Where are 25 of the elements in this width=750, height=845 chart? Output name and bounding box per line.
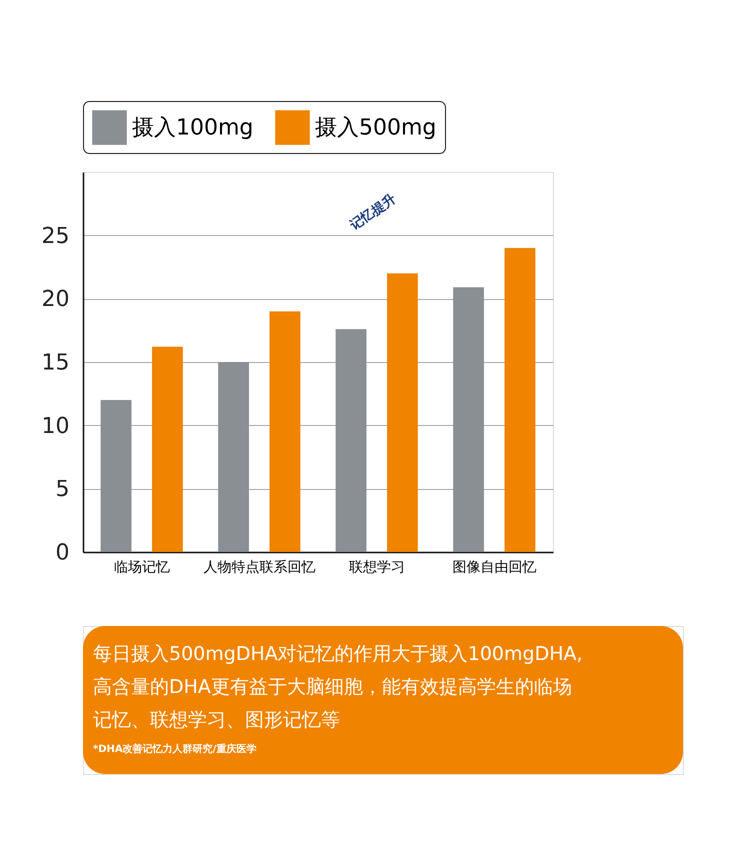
bar: [152, 346, 183, 552]
y-tick-label: 0: [56, 540, 70, 566]
annotation: 记忆提升: [346, 190, 399, 234]
text: 记忆、联想学习、图形记忆等: [93, 709, 340, 731]
x-tick-label: 临场记忆: [114, 560, 170, 576]
x-tick-label: 图像自由回忆: [452, 560, 536, 576]
bar: [387, 273, 418, 552]
text: 高含量的DHA更有益于大脑细胞，能有效提高学生的临场: [93, 676, 572, 698]
bar: [218, 362, 249, 552]
x-tick-label: 联想学习: [348, 560, 405, 576]
y-tick-label: 20: [42, 287, 70, 312]
y-tick-label: 25: [42, 224, 70, 249]
x-tick-label: 人物特点联系回忆: [203, 560, 316, 576]
y-tick-label: 5: [56, 477, 70, 502]
bar: [270, 311, 300, 552]
bar: [453, 287, 484, 552]
y-tick-label: 15: [42, 350, 70, 376]
bar: [504, 248, 536, 552]
legend-label: 摄入500mg: [315, 116, 436, 141]
y-tick-label: 10: [42, 414, 70, 439]
text: 每日摄入500mgDHA对记忆的作用大于摄入100mgDHA,: [93, 643, 583, 665]
bar: [100, 400, 132, 552]
text: *DHA改善记忆力人群研究/重庆医学: [93, 743, 256, 755]
bar: [336, 329, 366, 552]
legend-label: 摄入100mg: [132, 116, 254, 141]
